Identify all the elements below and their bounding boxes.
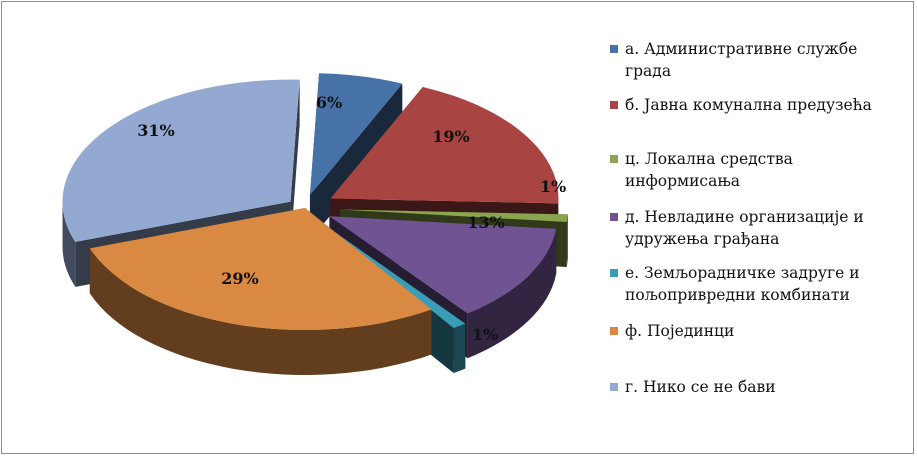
legend-swatch <box>610 155 618 163</box>
legend-item: д. Невладине организације и удружења гра… <box>610 206 895 250</box>
pie-slice-wall <box>62 201 76 287</box>
pie-slice-wall <box>453 323 466 374</box>
data-label: 29% <box>221 269 258 288</box>
legend-label: д. Невладине организације и удружења гра… <box>625 208 864 248</box>
pie-slice <box>330 86 559 204</box>
legend-item: а. Административне службе града <box>610 38 895 82</box>
pie-slice <box>309 73 403 196</box>
pie-data-labels: 6% 19% 1% 13% 1% 29% 31% <box>137 93 566 344</box>
legend-label: а. Административне службе града <box>625 40 858 80</box>
pie-tops <box>62 73 568 330</box>
legend-swatch <box>610 213 618 221</box>
legend-swatch <box>610 383 618 391</box>
pie-slice-side <box>290 79 300 247</box>
data-label: 13% <box>467 213 504 232</box>
data-label: 1% <box>540 177 566 196</box>
legend-item: б. Јавна комунална предузећа <box>610 94 895 116</box>
legend-item: ф. Појединци <box>610 320 895 342</box>
data-label: 19% <box>432 127 469 146</box>
pie-slice-wall <box>566 214 568 268</box>
legend-label: г. Нико се не бави <box>625 378 776 396</box>
legend-label: б. Јавна комунална предузећа <box>625 96 872 114</box>
pie-slice <box>62 79 300 242</box>
pie-slice <box>339 209 568 223</box>
pie-slice <box>329 216 557 314</box>
legend-item: г. Нико се не бави <box>610 376 895 398</box>
pie-slice-wall <box>467 228 557 359</box>
data-label: 1% <box>472 325 498 344</box>
legend-swatch <box>610 101 618 109</box>
legend-item: ц. Локална средства информисања <box>610 148 895 192</box>
pie-slice <box>327 226 466 329</box>
legend-item: е. Земљорадничке задруге и пољопривредни… <box>610 262 895 306</box>
pie-slice <box>89 208 432 330</box>
legend-swatch <box>610 45 618 53</box>
legend-label: ц. Локална средства информисања <box>625 150 793 190</box>
legend-swatch <box>610 327 618 335</box>
data-label: 6% <box>316 93 342 112</box>
legend-swatch <box>610 269 618 277</box>
legend-label: ф. Појединци <box>625 322 735 340</box>
legend-label: е. Земљорадничке задруге и пољопривредни… <box>625 264 860 304</box>
pie-slice-wall <box>89 248 432 375</box>
data-label: 31% <box>137 121 174 140</box>
